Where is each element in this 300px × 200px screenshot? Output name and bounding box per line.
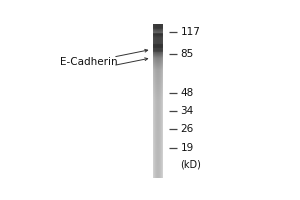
Text: 19: 19	[181, 143, 194, 153]
Text: E-Cadherin: E-Cadherin	[60, 57, 118, 67]
Text: 85: 85	[181, 49, 194, 59]
Text: 117: 117	[181, 27, 200, 37]
Text: (kD): (kD)	[181, 160, 201, 170]
Text: 26: 26	[181, 124, 194, 134]
Text: 34: 34	[181, 106, 194, 116]
Text: 48: 48	[181, 88, 194, 98]
